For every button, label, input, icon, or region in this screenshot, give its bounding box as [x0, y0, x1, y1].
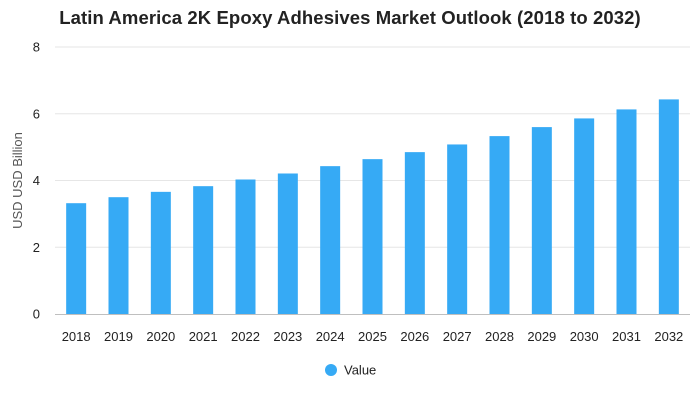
- bar-2027[interactable]: [447, 144, 468, 314]
- x-tick-label: 2018: [62, 329, 91, 344]
- x-tick-label: 2024: [316, 329, 345, 344]
- bar-2020[interactable]: [150, 191, 171, 314]
- legend[interactable]: Value: [325, 363, 376, 378]
- bar-2023[interactable]: [277, 173, 298, 314]
- bar-2021[interactable]: [193, 186, 214, 314]
- bar-2024[interactable]: [320, 166, 341, 314]
- x-axis-ticks: 2018 2019 2020 2021 2022 2023 2024 2025 2026 2027…: [62, 329, 684, 344]
- bar-2028[interactable]: [489, 136, 510, 314]
- bar-2031[interactable]: [616, 109, 637, 314]
- x-tick-label: 2022: [231, 329, 260, 344]
- bar-2029[interactable]: [531, 127, 552, 314]
- bar-2032[interactable]: [658, 99, 679, 315]
- x-tick-label: 2019: [104, 329, 133, 344]
- x-tick-label: 2031: [612, 329, 641, 344]
- y-tick-label: 6: [33, 106, 40, 121]
- x-tick-label: 2021: [189, 329, 218, 344]
- y-tick-label: 2: [33, 240, 40, 255]
- x-tick-label: 2020: [146, 329, 175, 344]
- bar-2018[interactable]: [66, 203, 87, 314]
- x-tick-label: 2027: [443, 329, 472, 344]
- y-tick-label: 0: [33, 307, 40, 322]
- chart-title: Latin America 2K Epoxy Adhesives Market …: [59, 7, 641, 28]
- y-tick-label: 8: [33, 40, 40, 55]
- y-axis-title: USD USD Billion: [10, 132, 25, 229]
- y-axis-ticks: 0 2 4 6 8: [33, 40, 40, 322]
- x-tick-label: 2029: [527, 329, 556, 344]
- bar-2019[interactable]: [108, 197, 129, 314]
- bar-2025[interactable]: [362, 159, 383, 314]
- legend-marker-icon: [325, 364, 337, 376]
- x-tick-label: 2025: [358, 329, 387, 344]
- x-tick-label: 2026: [400, 329, 429, 344]
- x-tick-label: 2023: [273, 329, 302, 344]
- x-tick-label: 2032: [654, 329, 683, 344]
- x-tick-label: 2028: [485, 329, 514, 344]
- bar-2030[interactable]: [574, 118, 595, 314]
- bars: [66, 99, 679, 315]
- y-tick-label: 4: [33, 173, 40, 188]
- x-tick-label: 2030: [570, 329, 599, 344]
- bar-2022[interactable]: [235, 179, 256, 314]
- legend-label: Value: [344, 363, 376, 378]
- bar-2026[interactable]: [404, 152, 425, 314]
